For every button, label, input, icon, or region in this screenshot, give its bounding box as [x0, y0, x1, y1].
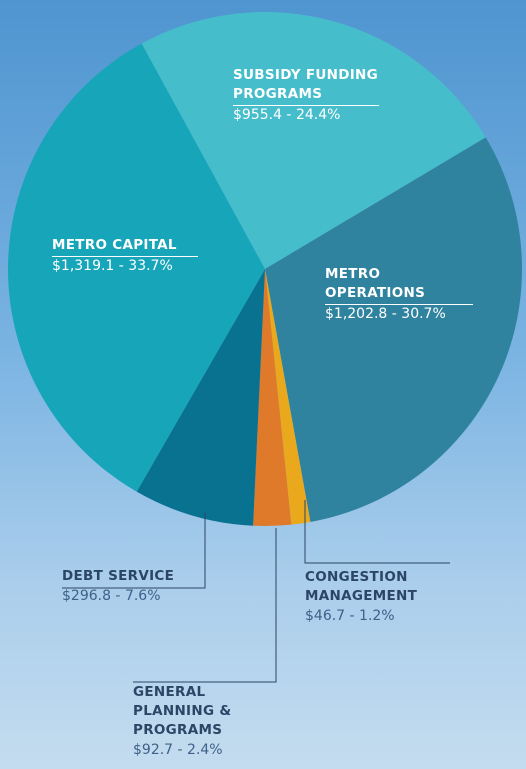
slice-label: CONGESTION MANAGEMENT $46.7 - 1.2% — [305, 568, 451, 626]
value-label: $296.8 - 7.6% — [62, 588, 161, 604]
category-label: SUBSIDY FUNDING PROGRAMS — [233, 66, 379, 106]
value-label: $92.7 - 2.4% — [133, 742, 223, 758]
pie-slice — [265, 269, 311, 525]
slice-label: DEBT SERVICE $296.8 - 7.6% — [62, 567, 207, 606]
value-label: $1,319.1 - 33.7% — [52, 258, 173, 274]
slice-label: METRO OPERATIONS $1,202.8 - 30.7% — [325, 265, 473, 324]
pie-slice — [265, 137, 522, 522]
value-label: $1,202.8 - 30.7% — [325, 306, 446, 322]
leader-line — [133, 528, 277, 683]
leader-line — [62, 512, 206, 589]
pie-slice — [8, 43, 266, 492]
pie-slice — [141, 11, 486, 269]
pie-slice — [253, 269, 292, 526]
category-label: METRO CAPITAL — [52, 236, 198, 257]
value-label: $46.7 - 1.2% — [305, 608, 395, 624]
slice-label: GENERAL PLANNING & PROGRAMS $92.7 - 2.4% — [133, 683, 279, 760]
slice-label: METRO CAPITAL $1,319.1 - 33.7% — [52, 236, 198, 276]
category-label: DEBT SERVICE — [62, 568, 175, 584]
category-label: GENERAL PLANNING & PROGRAMS — [133, 684, 232, 738]
slice-label: SUBSIDY FUNDING PROGRAMS $955.4 - 24.4% — [233, 66, 379, 125]
category-label: METRO OPERATIONS — [325, 265, 473, 305]
category-label: CONGESTION MANAGEMENT — [305, 569, 418, 604]
value-label: $955.4 - 24.4% — [233, 107, 341, 123]
pie-slice — [136, 269, 265, 526]
leader-line — [304, 500, 450, 564]
